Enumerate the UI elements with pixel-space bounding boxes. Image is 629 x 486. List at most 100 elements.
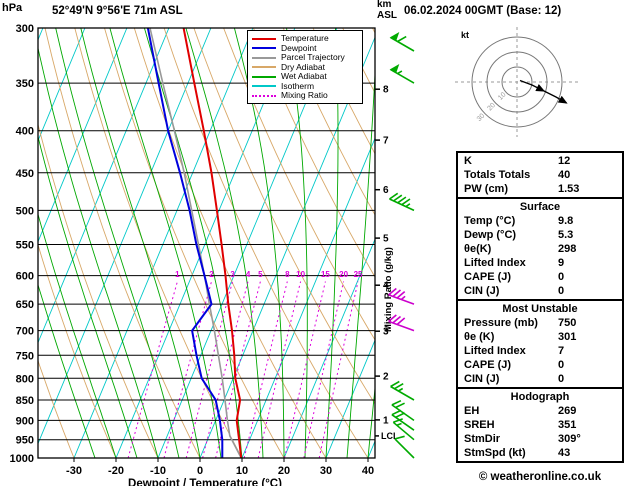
svg-text:40: 40	[362, 465, 374, 477]
table-label: SREH	[464, 419, 495, 431]
svg-text:3: 3	[383, 327, 389, 338]
most-unstable-box: Most Unstable Pressure (mb) 750 θe (K) 301 L…	[456, 299, 624, 389]
svg-text:-10: -10	[150, 465, 166, 477]
table-value: 309°	[558, 433, 581, 445]
table-value: 40	[558, 169, 571, 181]
table-row: CIN (J) 0	[458, 372, 622, 386]
table-value: 351	[558, 419, 577, 431]
km-asl-ticks: 1 2 3 4 5 6 7 8	[375, 85, 389, 426]
table-value: 0	[558, 373, 565, 385]
svg-text:2: 2	[209, 270, 214, 279]
svg-text:25: 25	[354, 270, 363, 279]
table-value: 9.8	[558, 215, 574, 227]
surface-section-title: Surface	[519, 201, 561, 213]
table-value: 12	[558, 155, 571, 167]
svg-text:900: 900	[16, 415, 34, 427]
svg-text:10: 10	[236, 465, 248, 477]
legend-item-label: Wet Adiabat	[281, 71, 327, 82]
station-title: 52°49'N 9°56'E 71m ASL	[52, 5, 183, 17]
mixing-ratio-lines	[127, 281, 359, 458]
pressure-unit-label: hPa	[2, 2, 23, 14]
table-row: K 12	[458, 154, 622, 168]
altitude-unit-asl: ASL	[377, 9, 397, 21]
table-label: StmDir	[464, 433, 501, 445]
mixing-ratio-axis-label: Mixing Ratio (g/kg)	[383, 247, 394, 332]
svg-text:400: 400	[16, 126, 34, 138]
svg-text:30: 30	[476, 112, 487, 123]
datetime-title: 06.02.2024 00GMT (Base: 12)	[404, 5, 562, 17]
table-row: Temp (°C) 9.8	[458, 214, 622, 228]
table-value: 0	[558, 271, 565, 283]
surface-box: Surface Temp (°C) 9.8 Dewp (°C) 5.3 θe(K) 298…	[456, 197, 624, 301]
legend-item-label: Mixing Ratio	[281, 90, 328, 101]
svg-text:450: 450	[16, 168, 34, 180]
most-unstable-section-title: Most Unstable	[502, 303, 578, 315]
svg-text:650: 650	[16, 299, 34, 311]
hodograph-stats-box: Hodograph EH 269 SREH 351 StmDir 309° StmSpd (…	[456, 387, 624, 463]
table-value: 9	[558, 257, 565, 269]
svg-text:-30: -30	[66, 465, 82, 477]
mixing-ratio-labels: 1 2 3 4 5 8 10 15 20 25	[175, 270, 363, 279]
table-row: Dewp (°C) 5.3	[458, 228, 622, 242]
svg-text:600: 600	[16, 271, 34, 283]
hodograph-trace-segment	[543, 90, 568, 104]
table-label: Dewp (°C)	[464, 229, 517, 241]
svg-text:700: 700	[16, 326, 34, 338]
table-value: 301	[558, 331, 577, 343]
svg-text:300: 300	[16, 23, 34, 35]
legend-item-label: Dewpoint	[281, 42, 317, 53]
table-row: Pressure (mb) 750	[458, 316, 622, 330]
svg-text:5: 5	[258, 270, 263, 279]
svg-text:950: 950	[16, 435, 34, 447]
svg-text:20: 20	[339, 270, 348, 279]
table-label: θe (K)	[464, 331, 495, 343]
svg-text:800: 800	[16, 373, 34, 385]
table-label: Lifted Index	[464, 257, 526, 269]
table-label: Lifted Index	[464, 345, 526, 357]
table-row: Lifted Index 7	[458, 344, 622, 358]
table-label: PW (cm)	[464, 183, 508, 195]
legend-item: Dewpoint	[252, 42, 358, 54]
svg-text:4: 4	[246, 270, 251, 279]
svg-text:1000: 1000	[10, 453, 34, 465]
legend-item-label: Isotherm	[281, 80, 315, 91]
table-value: 0	[558, 359, 565, 371]
hodograph-trace-segment	[519, 79, 546, 92]
parcel-trajectory-curve	[149, 28, 242, 458]
table-label: Pressure (mb)	[464, 317, 538, 329]
svg-text:15: 15	[321, 270, 330, 279]
table-row: Totals Totals 40	[458, 168, 622, 182]
table-row: θe(K) 298	[458, 242, 622, 256]
svg-text:20: 20	[486, 102, 497, 113]
table-label: θe(K)	[464, 243, 492, 255]
hodograph-section-title: Hodograph	[510, 391, 570, 403]
table-label: CAPE (J)	[464, 359, 512, 371]
svg-text:7: 7	[383, 136, 389, 147]
svg-text:3: 3	[230, 270, 235, 279]
legend-item: Mixing Ratio	[252, 91, 358, 101]
table-label: CIN (J)	[464, 373, 500, 385]
lcl-label: LCL	[381, 431, 399, 441]
legend-swatch	[252, 94, 276, 97]
svg-text:550: 550	[16, 239, 34, 251]
altitude-unit-km: km	[377, 0, 392, 10]
table-row: EH 269	[458, 404, 622, 418]
wind-barbs	[388, 32, 415, 459]
svg-text:0: 0	[197, 465, 203, 477]
legend-swatch	[252, 47, 276, 50]
legend-item: Temperature	[252, 34, 358, 44]
x-axis-title: Dewpoint / Temperature (°C)	[128, 478, 282, 486]
svg-text:10: 10	[497, 91, 508, 102]
legend-item: Isotherm	[252, 80, 358, 92]
temperature-axis-labels: -30 -20 -10 0 10 20 30 40	[66, 458, 374, 477]
legend: Temperature Dewpoint Parcel Trajectory Dry …	[247, 30, 363, 104]
table-label: CIN (J)	[464, 285, 500, 297]
table-label: StmSpd (kt)	[464, 447, 526, 459]
table-value: 5.3	[558, 229, 574, 241]
dewpoint-curve	[146, 28, 224, 458]
svg-text:2: 2	[383, 372, 389, 383]
svg-text:500: 500	[16, 205, 34, 217]
svg-text:30: 30	[320, 465, 332, 477]
table-row: StmSpd (kt) 43	[458, 446, 622, 460]
